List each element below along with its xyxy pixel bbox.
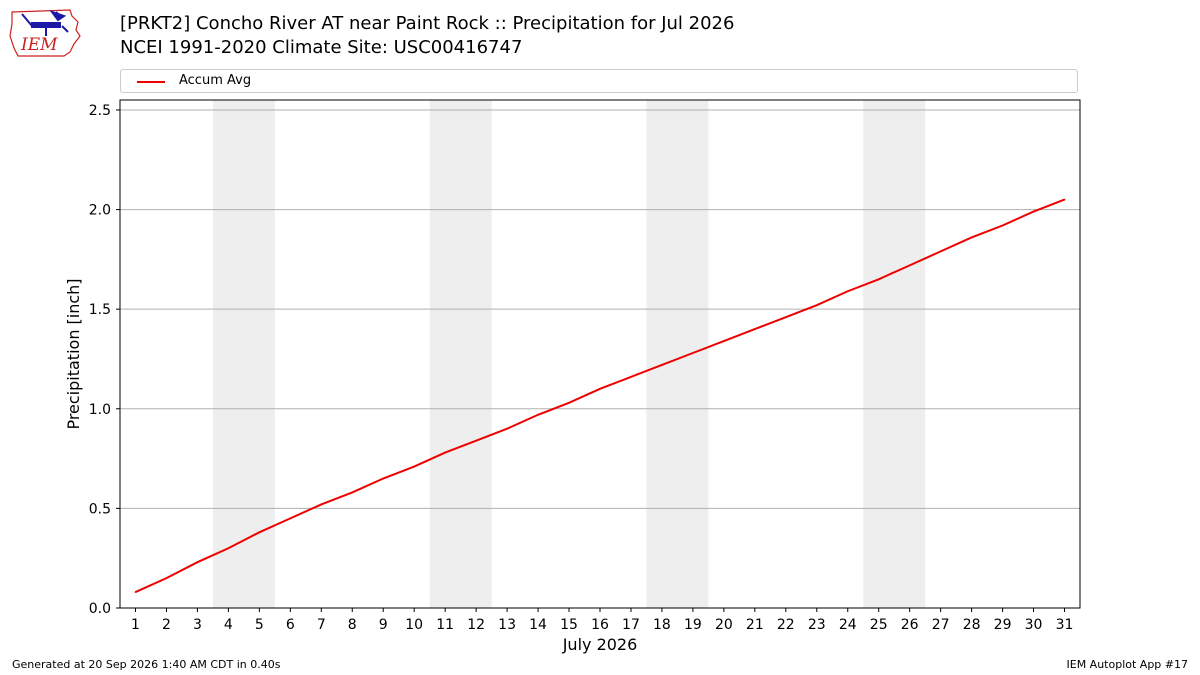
chart-title: [PRKT2] Concho River AT near Paint Rock …: [120, 13, 735, 34]
data-point: [815, 304, 818, 306]
weekend-band: [429, 100, 492, 608]
data-point: [382, 477, 385, 480]
data-point: [939, 250, 942, 253]
x-tick-label: 24: [839, 617, 857, 633]
data-point: [165, 577, 168, 579]
x-tick-label: 6: [286, 617, 295, 633]
x-tick-label: 15: [560, 617, 578, 633]
series-line-accum-avg: [135, 198, 1065, 593]
logo-text: IEM: [20, 35, 58, 55]
data-point: [196, 561, 199, 563]
chart-subtitle: NCEI 1991-2020 Climate Site: USC00416747: [120, 37, 523, 58]
weekend-band: [863, 100, 926, 608]
x-tick-label: 20: [715, 617, 733, 633]
x-tick-label: 23: [808, 617, 826, 633]
data-point: [846, 290, 849, 293]
data-point: [134, 591, 137, 593]
x-tick-label: 26: [901, 617, 919, 633]
y-tick-label: 1.5: [89, 302, 111, 318]
x-tick-label: 22: [777, 617, 795, 633]
data-point: [754, 328, 756, 330]
x-tick-label: 1: [131, 617, 140, 633]
x-tick-label: 10: [405, 617, 423, 633]
x-tick-label: 27: [932, 617, 950, 633]
data-point: [413, 465, 415, 468]
x-tick-label: 16: [591, 617, 609, 633]
x-tick-label: 19: [684, 617, 702, 633]
x-tick-label: 8: [348, 617, 357, 633]
data-point: [320, 503, 323, 506]
x-tick-label: 7: [317, 617, 326, 633]
data-point: [877, 278, 880, 281]
data-point: [723, 340, 725, 342]
x-axis-label: July 2026: [562, 635, 638, 654]
data-point: [475, 439, 477, 442]
x-tick-label: 12: [467, 617, 485, 633]
weather-station-icon: [21, 10, 69, 36]
data-point: [289, 517, 292, 520]
y-tick-label: 1.0: [89, 402, 111, 418]
iem-logo: IEM: [9, 9, 81, 57]
data-point: [970, 236, 973, 239]
data-point: [908, 264, 911, 267]
x-tick-label: 13: [498, 617, 516, 633]
iowa-outline: [9, 9, 81, 57]
x-tick-label: 28: [963, 617, 981, 633]
x-tick-label: 5: [255, 617, 264, 633]
x-tick-label: 29: [994, 617, 1012, 633]
data-point: [537, 413, 539, 416]
data-point: [258, 531, 261, 534]
x-tick-label: 30: [1025, 617, 1043, 633]
x-tick-label: 18: [653, 617, 671, 633]
plot-frame: [119, 99, 1081, 609]
legend-label: Accum Avg: [179, 73, 252, 88]
data-point: [1063, 198, 1066, 201]
weekend-band: [212, 100, 275, 608]
data-point: [630, 376, 632, 378]
x-tick-label: 14: [529, 617, 547, 633]
data-point: [692, 352, 694, 354]
weekend-band: [646, 100, 709, 608]
data-point: [444, 451, 446, 454]
data-point: [1032, 210, 1035, 213]
y-tick-label: 0.5: [89, 501, 111, 517]
data-point: [1001, 224, 1004, 227]
x-tick-label: 3: [193, 617, 202, 633]
legend: Accum Avg: [120, 69, 1078, 93]
data-point: [599, 388, 601, 390]
data-point: [568, 402, 570, 404]
footer-app-id: IEM Autoplot App #17: [1066, 658, 1189, 671]
x-tick-label: 17: [622, 617, 640, 633]
x-tick-label: 21: [746, 617, 764, 633]
x-tick-label: 25: [870, 617, 888, 633]
x-tick-label: 31: [1056, 617, 1074, 633]
data-point: [661, 364, 663, 366]
x-tick-label: 11: [436, 617, 454, 633]
y-tick-label: 2.0: [89, 203, 111, 219]
x-tick-label: 4: [224, 617, 233, 633]
y-tick-label: 0.0: [89, 601, 111, 617]
data-point: [506, 427, 508, 430]
data-point: [785, 316, 787, 318]
data-point: [227, 547, 230, 550]
y-tick-label: 2.5: [89, 103, 111, 119]
x-tick-label: 2: [162, 617, 171, 633]
x-tick-label: 9: [379, 617, 388, 633]
y-axis-label: Precipitation [inch]: [64, 278, 83, 429]
footer-generated-text: Generated at 20 Sep 2026 1:40 AM CDT in …: [12, 658, 281, 671]
data-point: [351, 491, 354, 494]
legend-line-swatch: [137, 81, 165, 83]
